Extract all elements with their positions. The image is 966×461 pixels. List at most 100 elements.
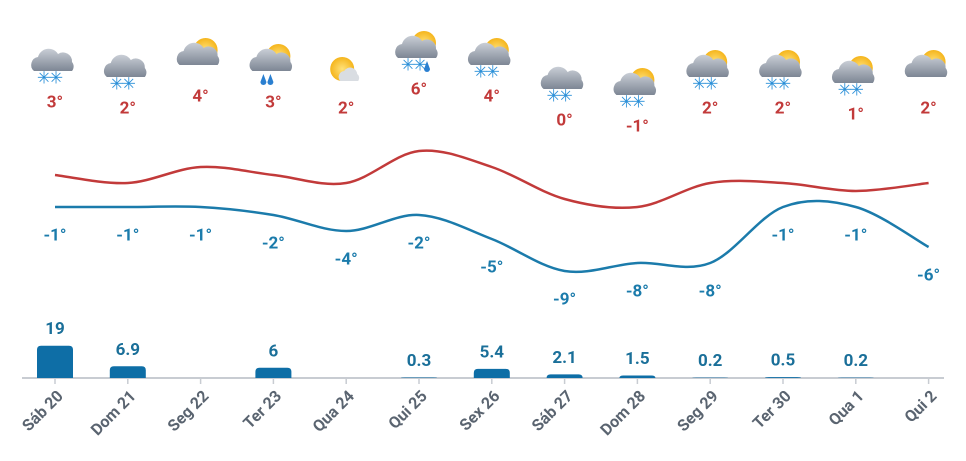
snowflake: ✳ [37,68,51,88]
weather-icon: ✳✳ [467,38,511,82]
min-temp-label: -1° [771,225,794,245]
precip-label: 0.2 [698,351,723,371]
precip-bar [473,368,510,378]
raindrop [260,74,267,85]
min-temp-label: -1° [844,225,867,245]
precip-label: 2.1 [552,348,576,368]
min-temp-label: -2° [262,233,285,253]
snowflake: ✳ [850,80,864,100]
max-temp-label: -1° [626,116,649,136]
cloud [176,42,220,65]
weather-icon [249,44,293,85]
max-temp-label: 3° [265,92,281,112]
x-tick-label: Qua 1 [825,386,868,429]
snowflake: ✳ [413,55,427,75]
max-temp-label: 1° [848,104,864,124]
x-tick-label: Dom 21 [87,386,140,439]
precip-label: 0.2 [844,351,869,371]
x-tick-label: Ter 30 [749,386,795,432]
x-tick-label: Sáb 20 [18,386,67,435]
max-temp-label: 4° [192,86,208,106]
max-temp-label: 0° [556,110,572,130]
precip-label: 0.5 [771,351,796,371]
x-tick-label: Dom 28 [596,386,649,439]
max-temp-label: 2° [120,98,136,118]
x-tick-label: Qui 25 [384,386,430,432]
x-tick-label: Qui 2 [901,386,941,426]
weather-icon: ✳✳ [103,54,147,94]
temp-line [54,149,929,210]
min-temp-label: -9° [553,289,576,309]
snowflake: ✳ [474,62,488,82]
snowflake: ✳ [765,74,779,94]
weather-icon [330,57,360,81]
snowflake: ✳ [838,80,852,100]
x-tick-label: Qua 24 [309,386,358,435]
min-temp-label: -1° [43,225,66,245]
max-temp-label: 2° [920,98,936,118]
snowflake: ✳ [546,86,560,106]
x-tick-label: Sex 26 [456,386,504,434]
x-tick-label: Seg 22 [164,386,213,435]
max-temp-label: 2° [702,98,718,118]
cloud [759,54,802,77]
max-temp-label: 4° [484,86,500,106]
precip-label: 5.4 [480,342,505,362]
weather-icon: ✳✳ [395,31,438,75]
min-temp-label: -4° [335,249,358,269]
weather-icon: ✳✳ [759,50,802,94]
min-temp-label: -8° [699,281,722,301]
cloud [338,67,360,81]
x-tick-label: Seg 29 [673,386,722,435]
min-temp-label: -1° [116,225,139,245]
precip-label: 0.3 [407,351,431,371]
precip-bar [619,375,656,378]
snowflake: ✳ [619,92,633,112]
max-temp-label: 6° [411,79,427,99]
cloud [103,54,147,77]
min-temp-label: -1° [189,225,212,245]
cloud [467,42,511,65]
precip-label: 19 [45,319,65,339]
precip-bar [765,377,801,378]
precip-label: 1.5 [625,349,650,369]
min-temp-label: -5° [480,257,503,277]
raindrop [424,61,430,72]
snowflake: ✳ [704,74,718,94]
snowflake: ✳ [110,74,124,94]
snowflake: ✳ [122,74,136,94]
min-temp-label: -2° [407,233,430,253]
weather-icon: ✳✳ [686,50,729,94]
x-tick-label: Ter 23 [239,386,285,432]
weather-icon [176,38,220,65]
precip-bar [37,345,73,378]
weather-icon: ✳✳ [831,56,875,100]
precip-bar [109,366,146,378]
precip-bar [401,377,437,378]
max-temp-label: 3° [47,92,63,112]
cloud [831,60,875,83]
snowflake: ✳ [558,86,572,106]
cloud [395,35,438,58]
precip-label: 6 [269,341,279,361]
raindrop [267,74,274,85]
cloud [613,72,657,95]
weather-icon: ✳✳ [613,68,657,112]
snowflake: ✳ [49,68,63,88]
snowflake: ✳ [486,62,500,82]
weather-icon: ✳✳ [31,48,74,88]
precip-bar [546,374,583,378]
snowflake: ✳ [692,74,706,94]
min-temp-label: -8° [626,281,649,301]
max-temp-label: 2° [338,98,354,118]
precip-bar [255,367,292,378]
cloud [31,48,74,71]
cloud [540,66,584,89]
weather-icon [904,50,948,77]
snowflake: ✳ [401,55,415,75]
min-temp-label: -6° [917,265,940,285]
snowflake: ✳ [777,74,791,94]
weather-icon: ✳✳ [540,66,584,106]
max-temp-label: 2° [775,98,791,118]
